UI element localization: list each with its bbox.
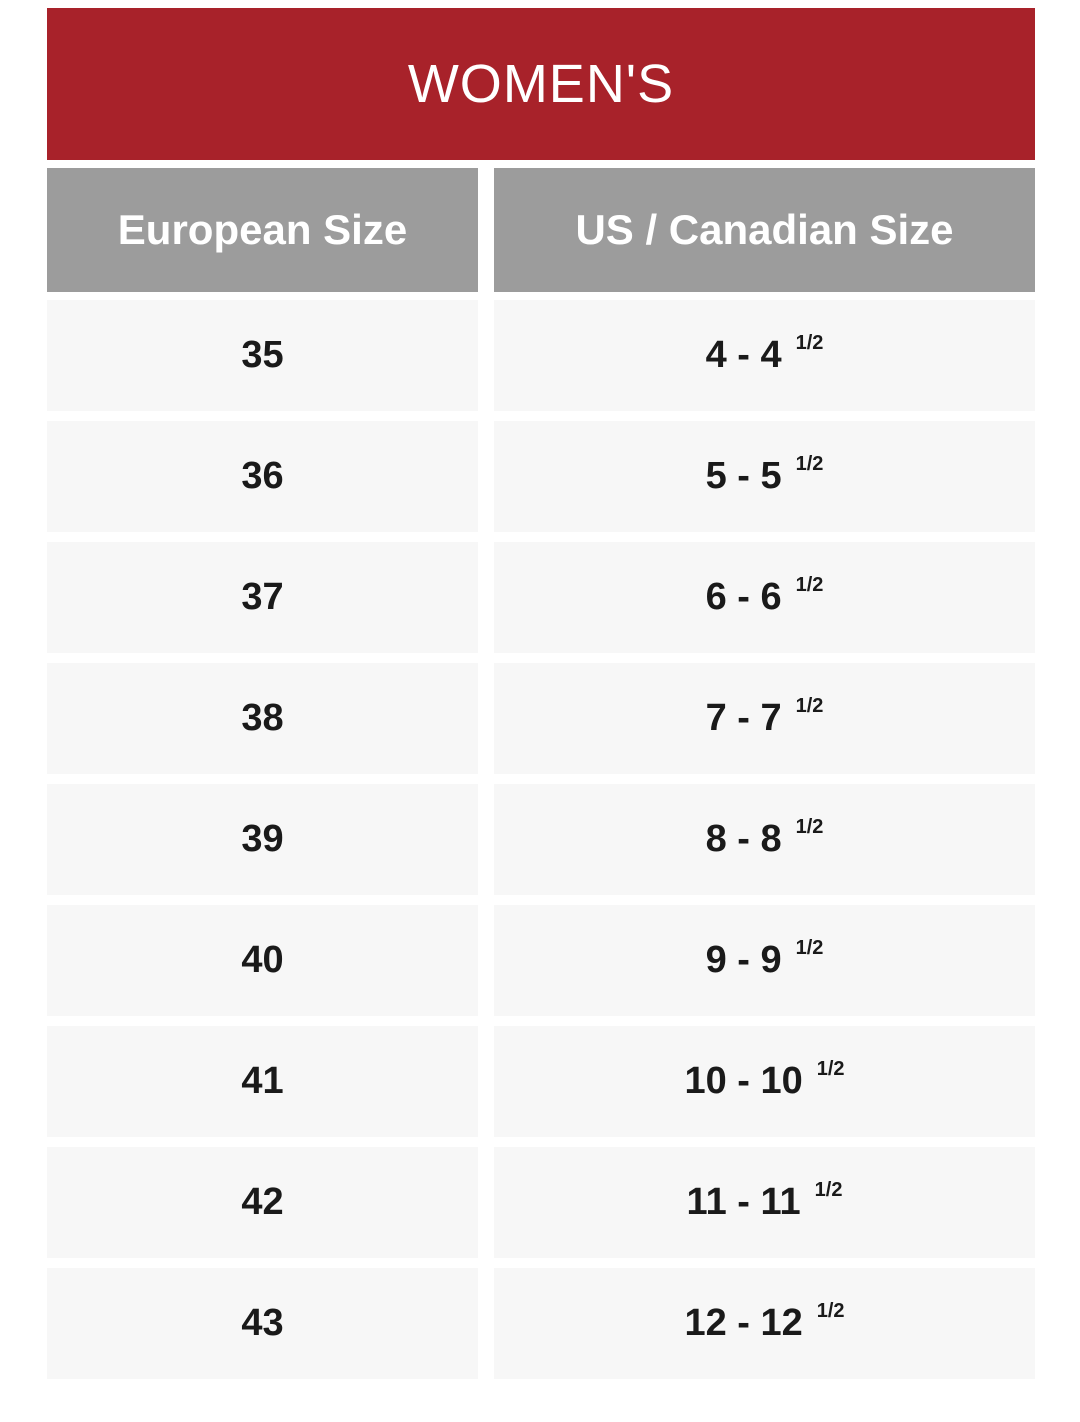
european-size-cell: 42 (47, 1147, 478, 1258)
us-size-range: 9 - 9 (705, 939, 782, 981)
us-size-cell: 11 - 11 1/2 (494, 1147, 1035, 1258)
half-size-fraction: 1/2 (795, 937, 824, 959)
table-row: 39 8 - 8 1/2 (47, 784, 1035, 895)
header-european-size: European Size (47, 168, 478, 292)
chart-title: WOMEN'S (47, 8, 1035, 160)
table-row: 37 6 - 6 1/2 (47, 542, 1035, 653)
size-table-body: 35 4 - 4 1/2 36 5 - 5 1/2 37 6 - 6 1/2 38 7 - 7 1/2… (47, 300, 1035, 1389)
us-size-range: 12 - 12 (684, 1302, 803, 1344)
european-size-cell: 37 (47, 542, 478, 653)
us-size-cell: 10 - 10 1/2 (494, 1026, 1035, 1137)
european-size-cell: 39 (47, 784, 478, 895)
us-size-range: 10 - 10 (684, 1060, 803, 1102)
table-row: 40 9 - 9 1/2 (47, 905, 1035, 1016)
half-size-fraction: 1/2 (814, 1179, 843, 1201)
us-size-cell: 6 - 6 1/2 (494, 542, 1035, 653)
table-row: 36 5 - 5 1/2 (47, 421, 1035, 532)
table-row: 38 7 - 7 1/2 (47, 663, 1035, 774)
header-us-canadian-size: US / Canadian Size (494, 168, 1035, 292)
half-size-fraction: 1/2 (795, 332, 824, 354)
us-size-range: 11 - 11 (686, 1181, 801, 1223)
table-row: 35 4 - 4 1/2 (47, 300, 1035, 411)
table-row: 43 12 - 12 1/2 (47, 1268, 1035, 1379)
european-size-cell: 35 (47, 300, 478, 411)
table-row: 41 10 - 10 1/2 (47, 1026, 1035, 1137)
us-size-cell: 8 - 8 1/2 (494, 784, 1035, 895)
us-size-range: 7 - 7 (705, 697, 782, 739)
us-size-cell: 9 - 9 1/2 (494, 905, 1035, 1016)
half-size-fraction: 1/2 (795, 695, 824, 717)
european-size-cell: 41 (47, 1026, 478, 1137)
european-size-cell: 43 (47, 1268, 478, 1379)
us-size-cell: 5 - 5 1/2 (494, 421, 1035, 532)
us-size-cell: 4 - 4 1/2 (494, 300, 1035, 411)
half-size-fraction: 1/2 (816, 1300, 845, 1322)
half-size-fraction: 1/2 (795, 574, 824, 596)
table-row: 42 11 - 11 1/2 (47, 1147, 1035, 1258)
us-size-cell: 7 - 7 1/2 (494, 663, 1035, 774)
us-size-range: 4 - 4 (705, 334, 782, 376)
european-size-cell: 38 (47, 663, 478, 774)
us-size-range: 8 - 8 (705, 818, 782, 860)
us-size-range: 5 - 5 (705, 455, 782, 497)
half-size-fraction: 1/2 (795, 453, 824, 475)
european-size-cell: 40 (47, 905, 478, 1016)
us-size-range: 6 - 6 (705, 576, 782, 618)
half-size-fraction: 1/2 (795, 816, 824, 838)
european-size-cell: 36 (47, 421, 478, 532)
us-size-cell: 12 - 12 1/2 (494, 1268, 1035, 1379)
half-size-fraction: 1/2 (816, 1058, 845, 1080)
